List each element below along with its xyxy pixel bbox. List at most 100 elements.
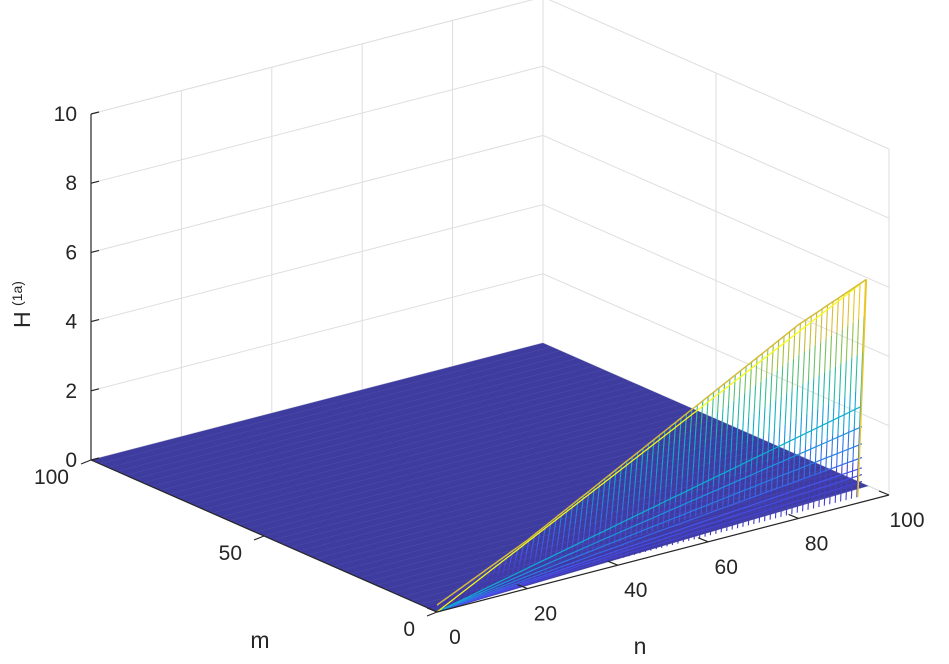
flat-mesh-line (142, 365, 595, 484)
surface-ribbon-segment (684, 413, 688, 436)
surface-ribbon-segment (729, 452, 732, 480)
flat-mesh-line (385, 471, 838, 590)
surface-ribbon-segment (786, 362, 789, 394)
surface-ribbon-segment (635, 519, 638, 538)
surface-ribbon-segment (830, 435, 834, 470)
surface-ribbon-segment (448, 596, 451, 600)
surface-ribbon-segment (459, 590, 462, 594)
surface-ribbon-segment (440, 602, 443, 605)
surface-ribbon-segment (677, 521, 680, 544)
surface-ribbon-segment (708, 440, 712, 465)
surface-ribbon-segment (676, 460, 679, 482)
surface-ribbon-segment (480, 578, 484, 583)
surface-ribbon-segment (760, 353, 763, 382)
surface-ribbon-segment (844, 361, 847, 397)
surface-ribbon-segment (677, 439, 681, 461)
z-tick-label: 8 (65, 172, 77, 195)
z-tick-mark (90, 249, 100, 253)
flat-mesh-line (177, 380, 630, 499)
flat-mesh-line (134, 361, 587, 480)
flat-mesh-line (186, 384, 639, 503)
flat-mesh-line (289, 430, 743, 548)
surface-ribbon-segment (687, 453, 690, 476)
surface-ribbon-segment (734, 450, 737, 477)
n-tick-label: 80 (805, 532, 828, 555)
surface-ribbon-segment (832, 401, 835, 436)
surface-ribbon-segment (756, 438, 759, 468)
surface-ribbon-segment (583, 517, 587, 531)
surface-ribbon-segment (856, 461, 859, 498)
surface-ribbon-segment (673, 422, 677, 444)
surface-ribbon-segment (701, 467, 705, 491)
surface-ribbon-segment (679, 417, 682, 440)
surface-ribbon-segment (551, 537, 554, 548)
surface-ribbon-segment (718, 458, 721, 484)
surface-ribbon-segment (509, 556, 513, 564)
surface-ribbon-segment (643, 480, 647, 499)
surface-ribbon-segment (430, 606, 433, 608)
surface-ribbon-segment (671, 523, 675, 546)
surface-ribbon-segment (505, 575, 508, 583)
surface-ribbon-segment (796, 480, 800, 513)
surface-ribbon-segment (803, 319, 807, 353)
surface-ribbon-segment (460, 596, 463, 601)
surface-ribbon-segment (738, 370, 742, 398)
surface-ribbon-segment (704, 420, 708, 444)
surface-end-edge (857, 279, 868, 498)
z-tick-mark (90, 111, 100, 115)
surface-ribbon-segment (558, 523, 561, 534)
surface-ribbon-segment (795, 386, 799, 419)
surface-ribbon-segment (731, 400, 735, 427)
surface-ribbon-segment (596, 496, 599, 511)
surface-ribbon-segment (578, 520, 582, 534)
surface-ribbon-segment (628, 473, 632, 491)
surface-ribbon-segment (794, 418, 797, 451)
surface-ribbon-segment (594, 510, 598, 525)
surface-ribbon-segment (769, 374, 773, 404)
surface-ribbon-segment (614, 469, 617, 486)
surface-ribbon-segment (700, 400, 704, 424)
surface-ribbon-segment (765, 462, 769, 492)
surface-ribbon-segment (651, 439, 655, 459)
flat-mesh-line (263, 418, 717, 537)
surface-ribbon-segment (772, 430, 775, 461)
surface-ribbon-segment (486, 575, 489, 581)
z-tick-mark (90, 319, 100, 323)
surface-contour-line (436, 480, 863, 613)
surface-ribbon-segment (821, 406, 824, 440)
surface-ribbon-segment (850, 462, 854, 499)
surface-ribbon-segment (700, 490, 703, 515)
flat-mesh-line (367, 464, 820, 582)
surface-ribbon-segment (554, 517, 557, 528)
surface-ribbon-segment (699, 423, 702, 448)
surface-ribbon-segment (532, 534, 536, 543)
surface-ribbon-segment (860, 352, 864, 389)
surface-ribbon-segment (804, 413, 808, 447)
surface-ribbon-segment (629, 521, 633, 540)
surface-ribbon-segment (544, 550, 548, 560)
surface-ribbon-segment (779, 396, 782, 428)
surface-ribbon-segment (733, 374, 736, 401)
surface-ribbon-segment (685, 475, 689, 498)
surface-ribbon-segment (773, 400, 777, 431)
surface-ribbon-segment (546, 540, 549, 551)
surface-ribbon-segment (518, 556, 522, 565)
flat-mesh-line (436, 485, 869, 613)
surface-ribbon-segment (438, 603, 441, 606)
surface-ribbon-segment (540, 543, 544, 554)
surface-ribbon-segment (721, 408, 724, 434)
surface-ribbon-segment (641, 448, 644, 467)
surface-ribbon-segment (814, 441, 817, 476)
surface-ribbon-segment (846, 429, 850, 465)
surface-ribbon-segment (826, 403, 830, 438)
surface-ribbon-segment (784, 393, 788, 425)
surface-ribbon-segment (552, 527, 556, 538)
surface-ribbon-segment (791, 482, 794, 515)
z-tick-mark (90, 388, 100, 392)
m-tick-mark (80, 459, 92, 465)
flat-mesh-line (125, 357, 578, 476)
z-tick-label: 10 (54, 103, 77, 126)
surface-ribbon-segment (531, 542, 534, 551)
surface-ribbon-segment (771, 344, 774, 375)
surface-ribbon-segment (650, 531, 653, 551)
